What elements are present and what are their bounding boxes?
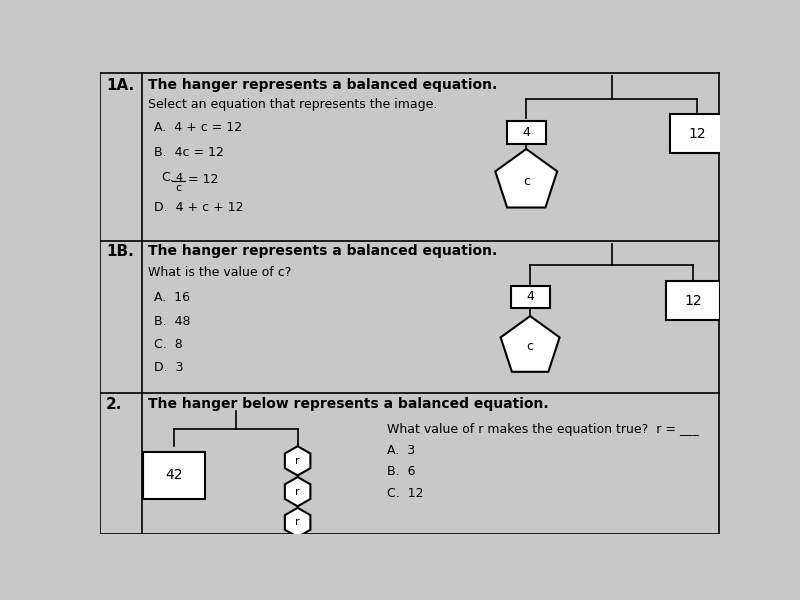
Text: D.  4 + c + 12: D. 4 + c + 12 <box>154 202 243 214</box>
Text: r: r <box>295 517 300 527</box>
Text: C.  12: C. 12 <box>386 487 423 500</box>
Text: What is the value of c?: What is the value of c? <box>148 266 292 279</box>
Bar <box>670 115 724 153</box>
Polygon shape <box>495 149 558 208</box>
Text: D.  3: D. 3 <box>154 361 183 374</box>
Text: = 12: = 12 <box>188 173 218 186</box>
Text: c: c <box>526 340 534 353</box>
Text: A.  3: A. 3 <box>386 444 415 457</box>
Text: 4: 4 <box>175 173 182 183</box>
Text: B.  48: B. 48 <box>154 314 190 328</box>
Bar <box>507 121 546 143</box>
Text: A.  4 + c = 12: A. 4 + c = 12 <box>154 121 242 134</box>
Polygon shape <box>501 316 560 372</box>
Text: 12: 12 <box>688 127 706 140</box>
Text: B.  6: B. 6 <box>386 466 415 478</box>
Bar <box>142 452 205 499</box>
Polygon shape <box>285 446 310 475</box>
Text: 1A.: 1A. <box>106 78 134 93</box>
Polygon shape <box>285 477 310 506</box>
Text: r: r <box>295 487 300 497</box>
Text: The hanger represents a balanced equation.: The hanger represents a balanced equatio… <box>148 78 498 92</box>
Bar <box>666 281 720 320</box>
Text: C.: C. <box>162 170 174 184</box>
Text: 1B.: 1B. <box>106 244 134 259</box>
Text: 4: 4 <box>526 290 534 304</box>
Text: 42: 42 <box>165 469 182 482</box>
Text: The hanger below represents a balanced equation.: The hanger below represents a balanced e… <box>148 397 549 411</box>
Text: c: c <box>522 175 530 188</box>
Text: c: c <box>175 183 182 193</box>
Text: 2.: 2. <box>106 397 122 412</box>
Polygon shape <box>285 508 310 537</box>
Text: 4: 4 <box>522 125 530 139</box>
Text: B.  4c = 12: B. 4c = 12 <box>154 146 224 159</box>
Text: r: r <box>295 456 300 466</box>
Text: The hanger represents a balanced equation.: The hanger represents a balanced equatio… <box>148 244 498 259</box>
Text: C.  8: C. 8 <box>154 338 182 350</box>
Text: A.  16: A. 16 <box>154 292 190 304</box>
Text: Select an equation that represents the image.: Select an equation that represents the i… <box>148 98 438 111</box>
Text: 12: 12 <box>684 293 702 308</box>
Text: What value of r makes the equation true?  r = ___: What value of r makes the equation true?… <box>386 423 698 436</box>
Bar <box>510 286 550 308</box>
